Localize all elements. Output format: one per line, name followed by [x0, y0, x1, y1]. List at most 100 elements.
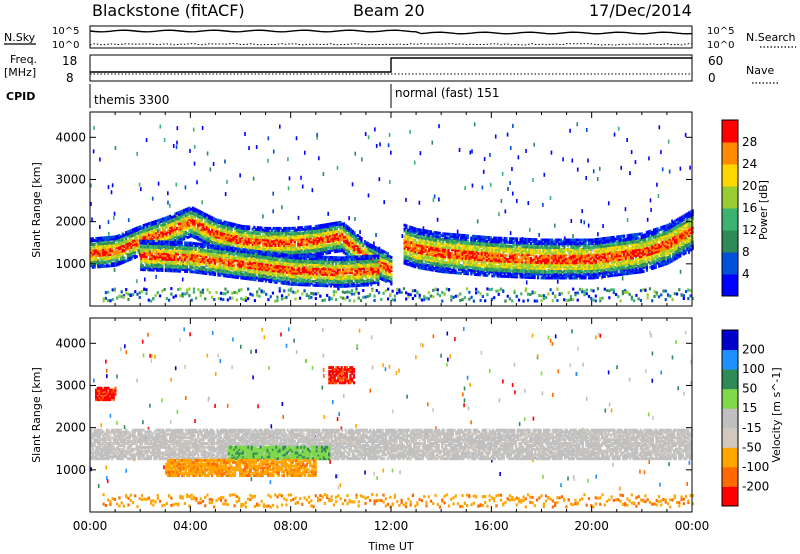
power-cell: [403, 248, 406, 252]
power-cell: [321, 237, 324, 241]
power-cell: [210, 265, 213, 269]
power-cell: [337, 249, 340, 253]
power-cell: [195, 229, 198, 233]
power-cell: [142, 235, 145, 239]
power-cell: [339, 239, 342, 243]
power-cell: [342, 269, 345, 273]
power-cell: [328, 267, 331, 271]
power-cell: [687, 297, 690, 301]
freq-panel: [89, 54, 693, 82]
power-cell: [130, 253, 133, 257]
power-cell: [290, 249, 293, 253]
power-cell: [277, 232, 281, 236]
power-cell: [311, 234, 314, 238]
power-cell: [299, 273, 303, 277]
power-cell: [315, 276, 318, 280]
power-cell: [328, 280, 331, 284]
power-cell: [378, 177, 381, 182]
power-cell: [525, 280, 528, 285]
power-cell: [304, 250, 307, 254]
power-cell: [140, 289, 144, 293]
power-cell: [266, 272, 269, 276]
power-cell: [305, 254, 308, 258]
power-cell: [359, 274, 362, 278]
power-cell: [141, 264, 145, 268]
power-cell: [490, 287, 494, 291]
power-cell: [346, 295, 349, 299]
power-cell: [228, 233, 231, 237]
power-cell: [161, 251, 164, 255]
power-cell: [303, 275, 306, 279]
power-cell: [231, 258, 234, 262]
power-cell: [214, 218, 217, 222]
power-cell: [312, 270, 315, 274]
power-cell: [157, 268, 160, 272]
power-cell: [199, 254, 203, 258]
power-cell: [351, 250, 354, 254]
power-cell: [184, 258, 187, 262]
power-cell: [500, 198, 503, 203]
power-cell: [179, 225, 182, 229]
power-cell: [407, 259, 410, 263]
power-cell: [357, 257, 361, 261]
power-cell: [246, 227, 249, 231]
power-cell: [313, 264, 317, 268]
power-cell: [249, 250, 252, 254]
power-cell: [509, 145, 512, 150]
power-cell: [359, 261, 362, 265]
power-cell: [365, 243, 368, 247]
power-cell: [356, 278, 359, 282]
power-cell: [253, 246, 256, 250]
power-cell: [264, 252, 268, 256]
power-cell: [256, 290, 259, 294]
power-cell: [219, 251, 222, 255]
power-cell: [195, 233, 198, 237]
power-cell: [198, 257, 201, 261]
power-cell: [307, 225, 310, 229]
power-cell: [320, 248, 323, 252]
power-cell: [337, 230, 340, 234]
power-cell: [315, 274, 318, 278]
power-cell: [128, 246, 131, 250]
power-cell: [291, 256, 294, 260]
power-cell: [332, 248, 335, 252]
power-cell: [159, 268, 162, 272]
power-cell: [132, 230, 135, 234]
power-cell: [165, 223, 168, 227]
power-cell: [270, 274, 273, 278]
power-cell: [362, 295, 365, 299]
power-cell: [271, 270, 275, 274]
power-cell: [658, 125, 661, 130]
power-cell: [242, 257, 245, 261]
power-cell: [135, 245, 138, 249]
power-cell: [223, 235, 226, 239]
power-cell: [209, 221, 212, 225]
power-cell: [203, 254, 206, 258]
power-cell: [164, 246, 167, 250]
power-cell: [355, 236, 358, 240]
power-cell: [222, 253, 225, 257]
power-cell: [278, 260, 282, 264]
power-cell: [620, 165, 623, 170]
power-cell: [412, 257, 415, 261]
power-cell: [321, 235, 324, 239]
power-cell: [242, 272, 245, 276]
power-cell: [276, 232, 279, 236]
power-cell: [199, 248, 203, 252]
power-cell: [247, 277, 250, 281]
power-cell: [286, 242, 289, 246]
power-cell: [344, 223, 347, 227]
power-cell: [327, 245, 330, 249]
power-cell: [329, 278, 332, 282]
power-cell: [297, 233, 300, 237]
power-cell: [341, 243, 344, 247]
power-cell: [336, 271, 340, 275]
power-cell: [188, 287, 191, 291]
power-cell: [562, 157, 564, 162]
power-cell: [418, 200, 421, 205]
power-cell: [194, 244, 197, 248]
power-cell: [193, 207, 196, 211]
power-cell: [177, 258, 180, 262]
power-cell: [292, 265, 296, 269]
power-cell: [331, 265, 334, 269]
